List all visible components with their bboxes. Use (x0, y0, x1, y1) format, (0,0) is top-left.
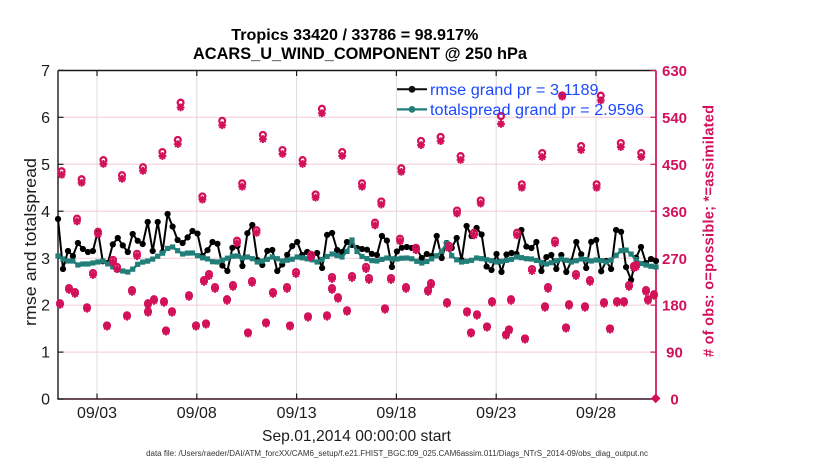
svg-text:90: 90 (666, 345, 683, 362)
svg-text:450: 450 (662, 157, 687, 174)
svg-text:3: 3 (41, 251, 50, 268)
svg-text:0: 0 (41, 392, 50, 409)
svg-text:09/13: 09/13 (277, 405, 317, 422)
svg-text:7: 7 (41, 63, 50, 80)
svg-text:6: 6 (41, 110, 50, 127)
svg-text:09/28: 09/28 (576, 405, 616, 422)
svg-text:09/08: 09/08 (177, 405, 217, 422)
svg-text:0: 0 (670, 392, 678, 409)
svg-text:rmse and totalspread: rmse and totalspread (21, 158, 40, 326)
svg-text:360: 360 (662, 204, 687, 221)
svg-text:270: 270 (662, 251, 687, 268)
svg-text:totalspread grand pr = 2.9596: totalspread grand pr = 2.9596 (430, 102, 644, 119)
svg-text:09/23: 09/23 (476, 405, 516, 422)
svg-text:630: 630 (662, 63, 687, 80)
svg-text:09/03: 09/03 (77, 405, 117, 422)
svg-text:5: 5 (41, 157, 50, 174)
svg-text:ACARS_U_WIND_COMPONENT @ 250 h: ACARS_U_WIND_COMPONENT @ 250 hPa (193, 45, 528, 63)
svg-text:1: 1 (41, 345, 50, 362)
svg-text:rmse grand pr = 3.1189: rmse grand pr = 3.1189 (430, 82, 599, 99)
svg-text:09/18: 09/18 (376, 405, 416, 422)
svg-text:Tropics 33420 / 33786 = 98.917: Tropics 33420 / 33786 = 98.917% (231, 27, 478, 44)
svg-text:# of obs: o=possible; *=assimi: # of obs: o=possible; *=assimilated (702, 105, 718, 357)
svg-text:data file: /Users/raeder/DAI/A: data file: /Users/raeder/DAI/ATM_forcXX/… (146, 449, 648, 458)
svg-text:Sep.01,2014 00:00:00 start: Sep.01,2014 00:00:00 start (262, 428, 452, 445)
svg-text:540: 540 (662, 110, 687, 127)
svg-text:4: 4 (41, 204, 50, 221)
svg-text:2: 2 (41, 298, 50, 315)
svg-text:180: 180 (662, 298, 687, 315)
